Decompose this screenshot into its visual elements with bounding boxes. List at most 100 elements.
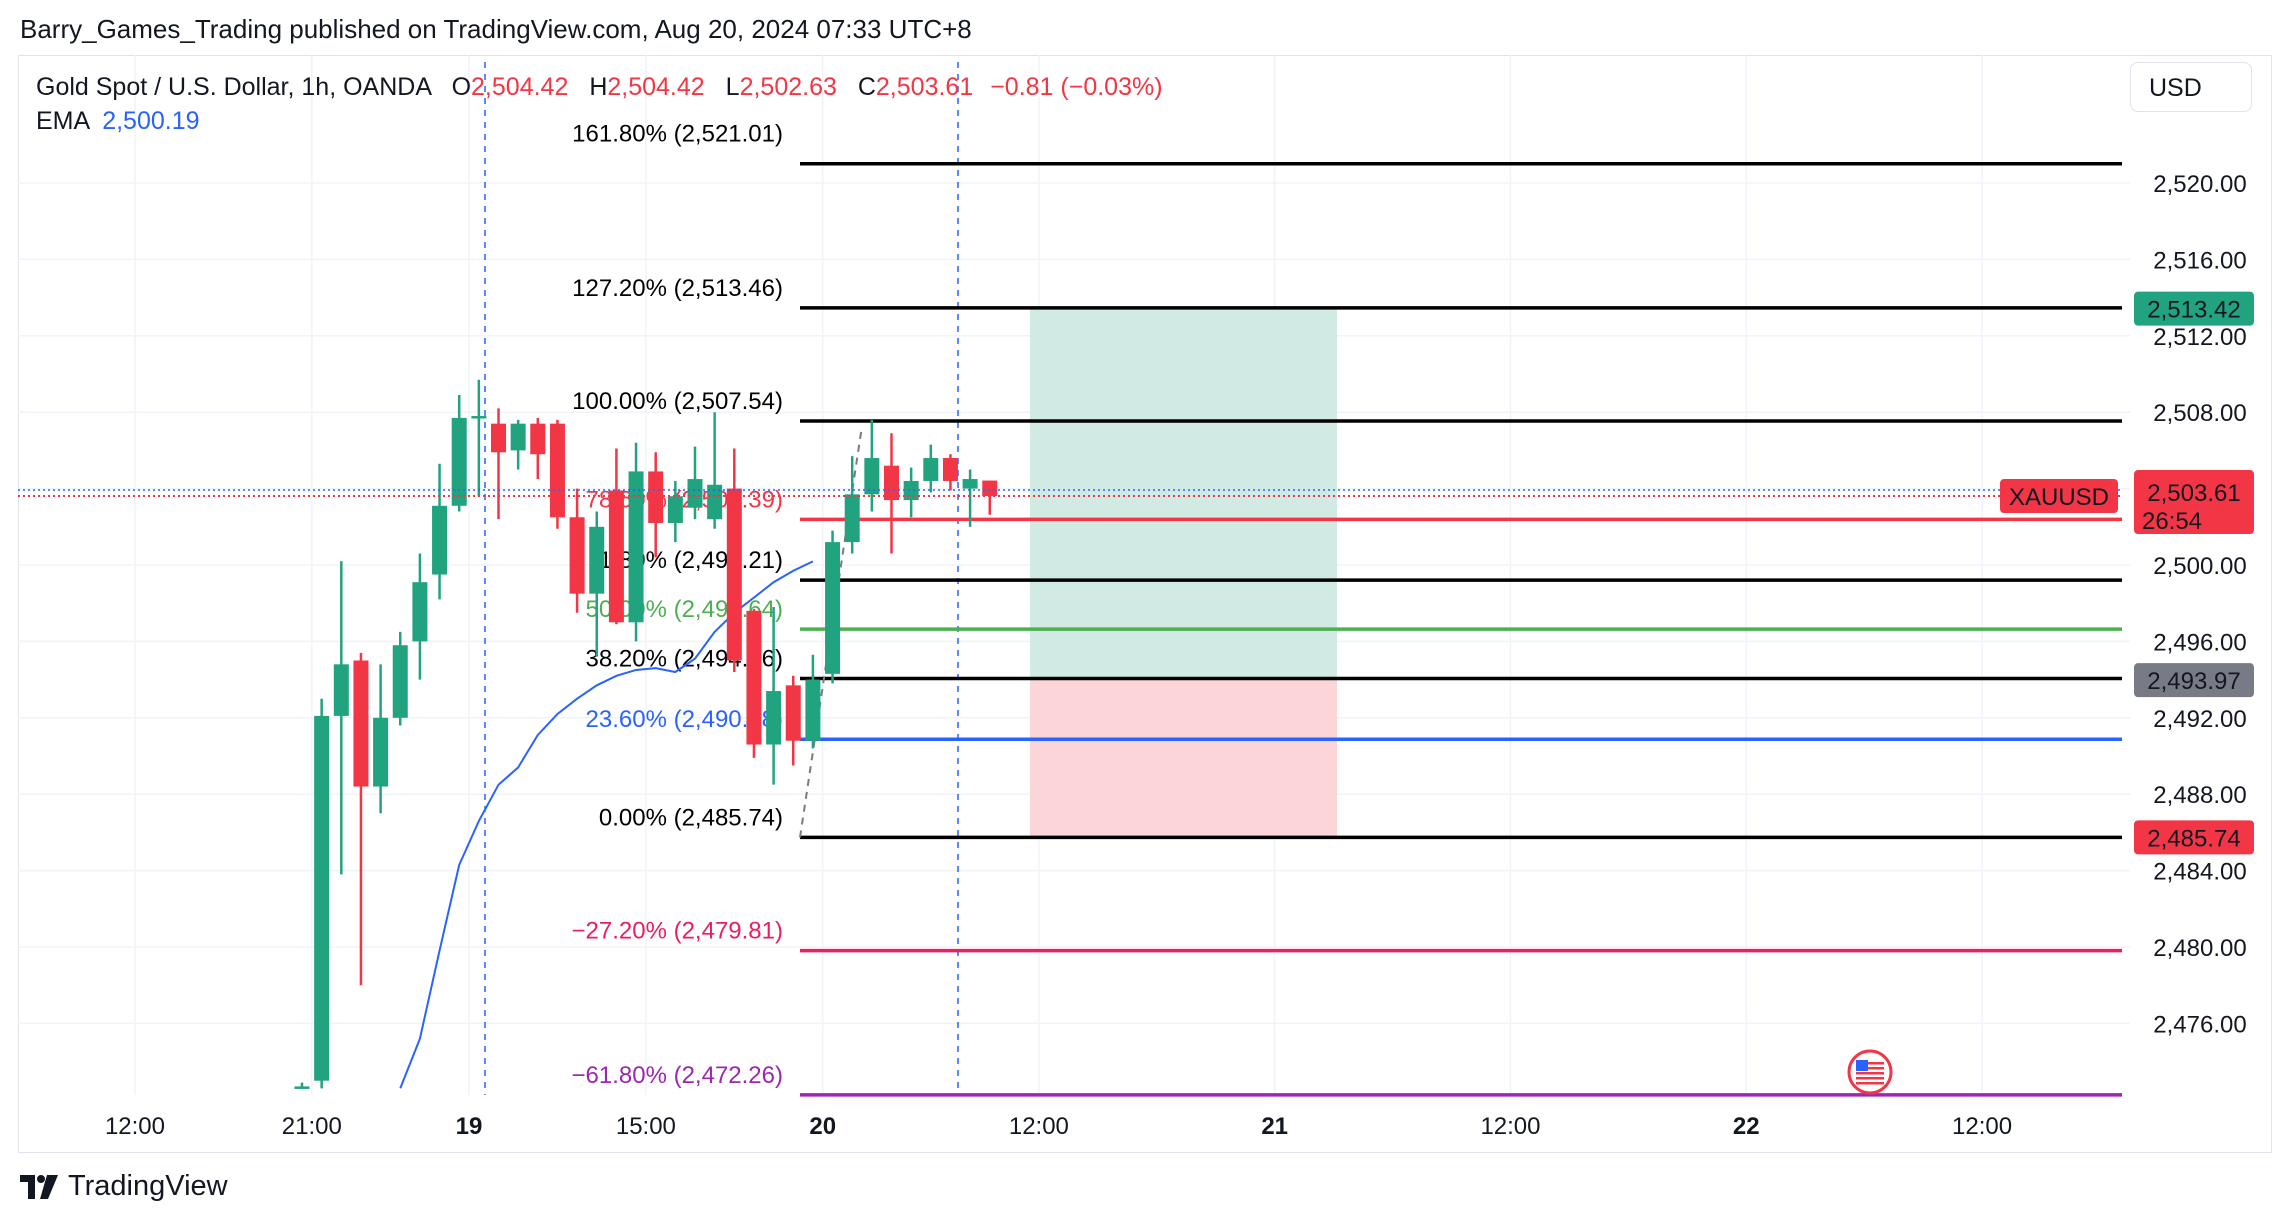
candle-body <box>491 423 506 453</box>
candle-body <box>608 490 624 623</box>
last-price-value: 2,503.61 <box>2147 480 2240 507</box>
chart-legend: Gold Spot / U.S. Dollar, 1h, OANDA O2,50… <box>36 70 1163 138</box>
fib-level-label: 1.80% (2,499.21) <box>599 547 783 574</box>
candle-body <box>844 494 860 543</box>
flag-stripe <box>1856 1082 1884 1085</box>
time-tick-label: 15:00 <box>616 1113 676 1140</box>
candle-body <box>451 417 467 506</box>
fib-level-label: −27.20% (2,479.81) <box>572 918 784 945</box>
candle-body <box>805 679 821 741</box>
candle-body <box>785 685 801 741</box>
fibonacci-retracement: 161.80% (2,521.01) 127.20% (2,513.46) 100.… <box>572 121 2122 1097</box>
tradingview-brand: TradingView <box>68 1170 228 1202</box>
candle-body <box>825 542 841 674</box>
last-price-badge-bg <box>2134 470 2254 535</box>
fib-level-label: 161.80% (2,521.01) <box>572 121 783 148</box>
candle-body <box>530 423 546 455</box>
open-value: 2,504.42 <box>471 73 569 101</box>
candle-body <box>549 423 565 518</box>
low-label: L <box>725 73 740 101</box>
profit-zone <box>1030 308 1337 681</box>
close-label: C <box>857 73 876 101</box>
candle-body <box>432 505 448 575</box>
candle-body <box>766 691 782 745</box>
fib-level-label: −61.80% (2,472.26) <box>572 1062 784 1089</box>
tradingview-logo-icon <box>20 1174 58 1199</box>
time-tick-label: 21 <box>1261 1113 1288 1140</box>
time-axis: 12:00 21:00 19 15:00 20 12:00 21 12:00 22 12:00 <box>105 1113 2012 1140</box>
candle-body <box>726 488 742 661</box>
ema-layer <box>399 560 814 1089</box>
tradingview-logo[interactable]: TradingView <box>20 1170 228 1203</box>
candle-body <box>392 645 408 718</box>
price-badge: 2,485.74 <box>2147 825 2240 852</box>
time-tick-label: 12:00 <box>1480 1113 1540 1140</box>
position-zones <box>1030 308 1337 838</box>
candle-body <box>510 423 526 451</box>
price-tick-label: 2,516.00 <box>2153 247 2246 274</box>
us-event-icon[interactable] <box>1847 1049 1893 1095</box>
candle-body <box>982 480 998 497</box>
stop-loss-zone <box>1030 680 1337 838</box>
candle-body <box>667 496 683 523</box>
price-tick-label: 2,484.00 <box>2153 859 2246 886</box>
candle-body <box>864 458 880 495</box>
ema-label[interactable]: EMA <box>36 107 91 135</box>
price-badge: 2,493.97 <box>2147 668 2240 695</box>
symbol-tag: XAUUSD <box>2009 484 2109 511</box>
candle-body <box>569 517 585 594</box>
candle-body <box>903 480 919 501</box>
time-tick-label: 21:00 <box>282 1113 342 1140</box>
candle-body <box>707 484 723 520</box>
price-tick-label: 2,480.00 <box>2153 935 2246 962</box>
price-tick-label: 2,508.00 <box>2153 400 2246 427</box>
time-tick-label: 12:00 <box>1009 1113 1069 1140</box>
price-tick-label: 2,520.00 <box>2153 171 2246 198</box>
price-tick-label: 2,476.00 <box>2153 1011 2246 1038</box>
publisher-line: Barry_Games_Trading published on Trading… <box>20 14 972 44</box>
candle-body <box>294 1086 310 1089</box>
ema-line <box>399 560 814 1089</box>
price-badge-bg <box>2134 820 2254 855</box>
candle-body <box>333 664 349 716</box>
flag-canton <box>1856 1060 1868 1071</box>
price-tick-label: 2,488.00 <box>2153 782 2246 809</box>
close-value: 2,503.61 <box>875 73 974 101</box>
candle-body <box>353 660 369 787</box>
price-badge-bg <box>2134 663 2254 698</box>
candle-body <box>314 715 330 1081</box>
ema-row: EMA 2,500.19 <box>36 104 1163 138</box>
flag-stripe <box>1856 1077 1884 1080</box>
candle-body <box>648 471 664 523</box>
bar-countdown: 26:54 <box>2142 508 2202 535</box>
time-tick-label: 12:00 <box>105 1113 165 1140</box>
ema-value: 2,500.19 <box>102 107 200 135</box>
candle-body <box>373 717 389 787</box>
open-label: O <box>451 73 472 101</box>
price-badge-bg <box>2134 291 2254 326</box>
symbol-title[interactable]: Gold Spot / U.S. Dollar, 1h, OANDA <box>36 73 431 101</box>
time-tick-label: 22 <box>1733 1113 1760 1140</box>
chart-frame <box>18 55 2272 1153</box>
candle-body <box>412 582 428 642</box>
ohlc-row: Gold Spot / U.S. Dollar, 1h, OANDA O2,50… <box>36 70 1163 104</box>
last-price-line: XAUUSD <box>18 479 2122 514</box>
time-tick-label: 12:00 <box>1952 1113 2012 1140</box>
fib-level-label: 0.00% (2,485.74) <box>599 804 783 831</box>
high-value: 2,504.42 <box>607 73 705 101</box>
candle-body <box>962 479 978 489</box>
candle-body <box>746 610 762 745</box>
change-value: −0.81 (−0.03%) <box>990 73 1163 101</box>
price-tick-label: 2,492.00 <box>2153 706 2246 733</box>
price-tick-label: 2,496.00 <box>2153 629 2246 656</box>
low-value: 2,502.63 <box>739 73 837 101</box>
time-tick-label: 19 <box>456 1113 483 1140</box>
currency-button[interactable]: USD <box>2130 62 2252 112</box>
candle-body <box>923 458 939 481</box>
time-tick-label: 20 <box>809 1113 836 1140</box>
fib-level-label: 100.00% (2,507.54) <box>572 388 783 415</box>
high-label: H <box>589 73 608 101</box>
candle-body <box>884 465 899 501</box>
